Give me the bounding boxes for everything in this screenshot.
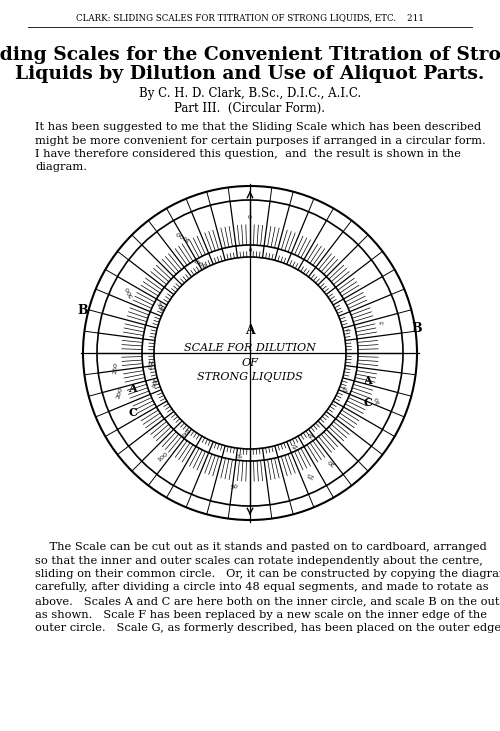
Text: outer circle.   Scale G, as formerly described, has been placed on the outer edg: outer circle. Scale G, as formerly descr… bbox=[35, 623, 500, 633]
Text: OF: OF bbox=[242, 358, 258, 368]
Text: 50: 50 bbox=[234, 451, 241, 457]
Text: 100: 100 bbox=[156, 451, 169, 463]
Text: B: B bbox=[412, 322, 422, 335]
Text: CLARK: SLIDING SCALES FOR TITRATION OF STRONG LIQUIDS, ETC.    211: CLARK: SLIDING SCALES FOR TITRATION OF S… bbox=[76, 13, 424, 23]
Text: 1000: 1000 bbox=[192, 259, 206, 270]
Text: A: A bbox=[363, 376, 372, 387]
Circle shape bbox=[97, 200, 403, 506]
Text: 250: 250 bbox=[146, 359, 152, 370]
Text: diagram.: diagram. bbox=[35, 162, 87, 173]
Text: A: A bbox=[245, 325, 255, 338]
Text: 25: 25 bbox=[291, 441, 300, 448]
Circle shape bbox=[142, 245, 358, 461]
Text: C: C bbox=[128, 407, 137, 419]
Text: B: B bbox=[78, 305, 88, 317]
Text: 10: 10 bbox=[374, 395, 381, 404]
Text: 25: 25 bbox=[305, 471, 314, 479]
Text: I have therefore considered this question,  and  the result is shown in the: I have therefore considered this questio… bbox=[35, 149, 461, 159]
Text: 0: 0 bbox=[248, 215, 252, 220]
Text: 200: 200 bbox=[148, 377, 156, 388]
Text: C: C bbox=[363, 398, 372, 409]
Text: Sliding Scales for the Convenient Titration of Strong: Sliding Scales for the Convenient Titrat… bbox=[0, 46, 500, 64]
Text: 20: 20 bbox=[326, 457, 336, 466]
Text: so that the inner and outer scales can rotate independently about the centre,: so that the inner and outer scales can r… bbox=[35, 556, 483, 566]
Text: as shown.   Scale F has been replaced by a new scale on the inner edge of the: as shown. Scale F has been replaced by a… bbox=[35, 610, 487, 619]
Text: 5: 5 bbox=[346, 327, 352, 332]
Text: Part III.  (Circular Form).: Part III. (Circular Form). bbox=[174, 102, 326, 115]
Text: above.   Scales A and C are here both on the inner circle, and scale B on the ou: above. Scales A and C are here both on t… bbox=[35, 596, 500, 606]
Text: A: A bbox=[128, 382, 137, 393]
Text: 20: 20 bbox=[307, 431, 316, 439]
Text: The Scale can be cut out as it stands and pasted on to cardboard, arranged: The Scale can be cut out as it stands an… bbox=[35, 542, 487, 552]
Text: 100: 100 bbox=[179, 426, 190, 436]
Text: By C. H. D. Clark, B.Sc., D.I.C., A.I.C.: By C. H. D. Clark, B.Sc., D.I.C., A.I.C. bbox=[139, 86, 361, 99]
Text: 0: 0 bbox=[248, 249, 252, 254]
Text: 10: 10 bbox=[342, 384, 349, 392]
Text: 5: 5 bbox=[379, 319, 385, 325]
Text: sliding on their common circle.   Or, it can be constructed by copying the diagr: sliding on their common circle. Or, it c… bbox=[35, 569, 500, 579]
Text: 250: 250 bbox=[112, 361, 118, 374]
Text: STRONG LIQUIDS: STRONG LIQUIDS bbox=[197, 372, 303, 382]
Circle shape bbox=[154, 257, 346, 449]
Text: 50: 50 bbox=[230, 485, 238, 491]
Text: SCALE FOR DILUTION: SCALE FOR DILUTION bbox=[184, 343, 316, 353]
Text: It has been suggested to me that the Sliding Scale which has been described: It has been suggested to me that the Sli… bbox=[35, 122, 481, 132]
Text: Liquids by Dilution and Use of Aliquot Parts.: Liquids by Dilution and Use of Aliquot P… bbox=[16, 65, 484, 83]
Text: 500: 500 bbox=[124, 285, 134, 298]
Text: 200: 200 bbox=[116, 386, 124, 399]
Text: might be more convenient for certain purposes if arranged in a circular form.: might be more convenient for certain pur… bbox=[35, 135, 486, 145]
Circle shape bbox=[83, 186, 417, 520]
Text: 500: 500 bbox=[154, 301, 164, 313]
Text: carefully, after dividing a circle into 48 equal segments, and made to rotate as: carefully, after dividing a circle into … bbox=[35, 583, 488, 593]
Text: 1000: 1000 bbox=[174, 230, 190, 242]
